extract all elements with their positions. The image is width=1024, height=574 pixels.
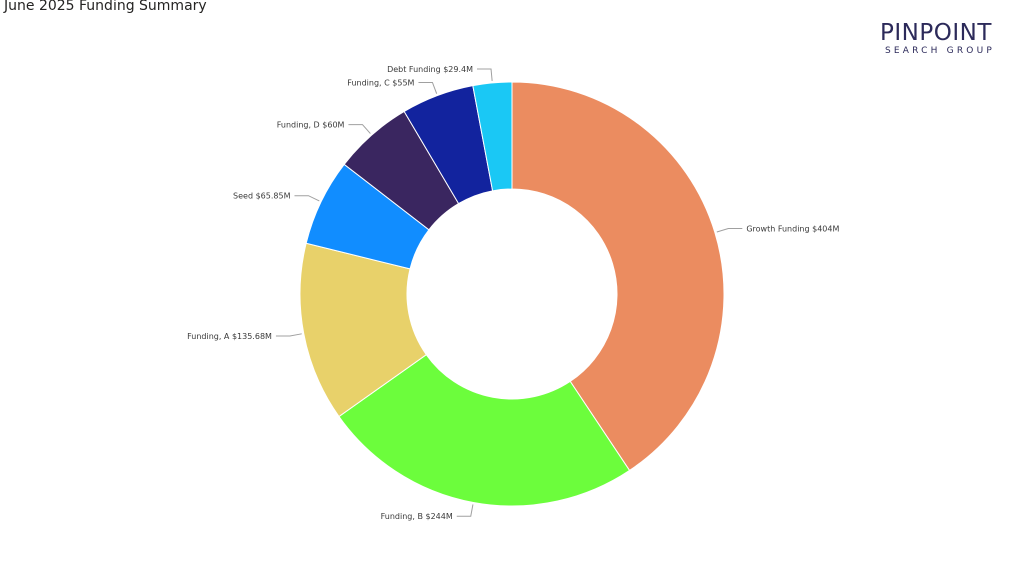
leader-line-funding-b xyxy=(456,504,474,517)
data-label-debt-funding: Debt Funding $29.4M xyxy=(387,65,473,74)
donut-slices xyxy=(299,81,725,507)
report-title: June 2025 Funding Summary xyxy=(4,0,207,14)
logo-tagline: SEARCH GROUP xyxy=(885,46,996,56)
leader-line-seed xyxy=(294,195,320,202)
data-label-funding-b: Funding, B $244M xyxy=(381,512,453,521)
leader-line-growth-funding xyxy=(716,228,743,233)
leader-line-funding-d xyxy=(348,124,371,134)
company-logo: PINPOINT SEARCH GROUP xyxy=(880,20,1016,62)
data-label-funding-d: Funding, D $60M xyxy=(277,121,345,130)
donut-labels: Growth Funding $404M Funding, B $244M Fund… xyxy=(187,65,839,521)
leader-line-funding-a xyxy=(275,333,302,337)
data-label-growth-funding: Growth Funding $404M xyxy=(746,225,839,234)
slice-funding-b[interactable] xyxy=(338,353,631,507)
logo-wordmark: PINPOINT xyxy=(880,20,992,46)
slice-debt-funding[interactable] xyxy=(472,81,513,192)
data-label-funding-c: Funding, C $55M xyxy=(347,78,414,87)
slice-growth-funding[interactable] xyxy=(511,81,725,472)
data-label-funding-a: Funding, A $135.68M xyxy=(187,332,272,341)
data-label-seed: Seed $65.85M xyxy=(233,192,291,201)
leader-line-debt-funding xyxy=(477,68,493,81)
leader-line-funding-c xyxy=(418,81,438,94)
